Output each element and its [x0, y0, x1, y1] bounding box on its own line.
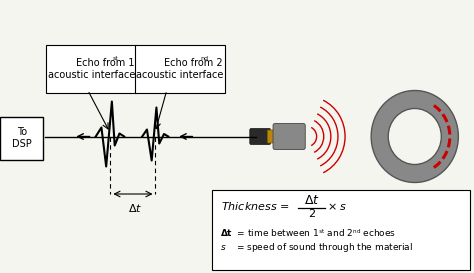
FancyBboxPatch shape — [212, 189, 470, 269]
Text: acoustic interface: acoustic interface — [136, 70, 223, 79]
FancyBboxPatch shape — [0, 117, 43, 159]
FancyBboxPatch shape — [135, 44, 225, 93]
Text: Echo from 1: Echo from 1 — [76, 58, 134, 69]
Text: acoustic interface: acoustic interface — [48, 70, 135, 79]
Text: nd: nd — [201, 55, 209, 61]
Text: $\it{Thickness}$ =: $\it{Thickness}$ = — [221, 200, 290, 212]
Text: $\it{s}$    = speed of sound through the material: $\it{s}$ = speed of sound through the ma… — [220, 242, 413, 254]
FancyBboxPatch shape — [273, 123, 305, 150]
Text: $\mathbf{\Delta t}$  = time between 1ˢᵗ and 2ⁿᵈ echoes: $\mathbf{\Delta t}$ = time between 1ˢᵗ a… — [220, 227, 396, 238]
Circle shape — [371, 91, 458, 182]
FancyBboxPatch shape — [267, 130, 277, 143]
FancyBboxPatch shape — [46, 44, 137, 93]
Circle shape — [388, 108, 441, 165]
Text: Echo from 2: Echo from 2 — [164, 58, 223, 69]
FancyBboxPatch shape — [250, 129, 271, 144]
Text: $\Delta t$: $\Delta t$ — [303, 194, 319, 207]
Text: st: st — [113, 55, 119, 61]
Text: $\Delta t$: $\Delta t$ — [128, 201, 143, 213]
Text: $\times\ s$: $\times\ s$ — [327, 200, 347, 212]
Text: 2: 2 — [308, 209, 315, 219]
Text: To
DSP: To DSP — [12, 127, 32, 149]
